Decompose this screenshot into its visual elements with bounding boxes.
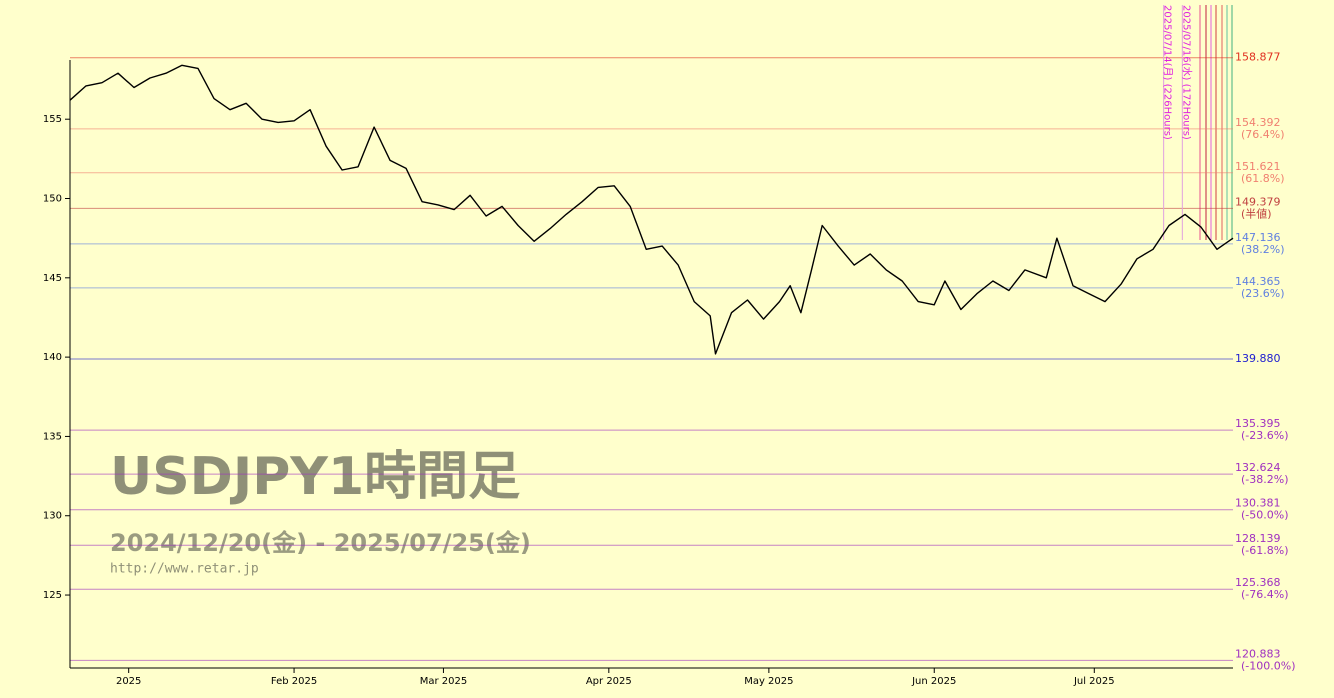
level-label: 151.621 xyxy=(1235,160,1281,173)
level-label: 132.624 xyxy=(1235,461,1281,474)
watermark-title: USDJPY1時間足 xyxy=(110,447,520,507)
x-tick-label: May 2025 xyxy=(744,676,793,687)
level-label: 135.395 xyxy=(1235,417,1281,430)
watermark-subtitle: 2024/12/20(金) - 2025/07/25(金) xyxy=(110,529,531,557)
level-note: (-50.0%) xyxy=(1241,509,1289,522)
level-label: 144.365 xyxy=(1235,275,1281,288)
extra-markers xyxy=(1199,5,1233,240)
x-tick-label: 2025 xyxy=(116,676,141,687)
y-tick-label: 155 xyxy=(43,114,62,125)
level-label: 139.880 xyxy=(1235,352,1281,365)
level-label: 154.392 xyxy=(1235,116,1281,129)
level-note: (-61.8%) xyxy=(1241,544,1289,557)
annotation-text: 2025/07/16(水) (172Hours) xyxy=(1180,5,1192,140)
x-tick-label: Feb 2025 xyxy=(271,676,317,687)
level-label: 149.379 xyxy=(1235,195,1281,208)
level-note: (-23.6%) xyxy=(1241,429,1289,442)
x-tick-label: Jun 2025 xyxy=(911,676,956,687)
y-tick-label: 150 xyxy=(43,194,62,205)
level-note: (半値) xyxy=(1241,206,1272,220)
annotation-text: 2025/07/14(月) (226Hours) xyxy=(1162,5,1174,140)
watermark-url: http://www.retar.jp xyxy=(110,562,259,577)
x-tick-label: Jul 2025 xyxy=(1073,676,1115,687)
level-note: (-100.0%) xyxy=(1241,659,1296,672)
y-tick-label: 135 xyxy=(43,431,62,442)
x-tick-label: Apr 2025 xyxy=(586,676,632,687)
level-note: (-38.2%) xyxy=(1241,473,1289,486)
y-tick-label: 125 xyxy=(43,590,62,601)
level-note: (61.8%) xyxy=(1241,172,1285,185)
level-note: (23.6%) xyxy=(1241,287,1285,300)
y-tick-label: 130 xyxy=(43,511,62,522)
level-note: (76.4%) xyxy=(1241,128,1285,141)
y-tick-label: 145 xyxy=(43,273,62,284)
level-label: 125.368 xyxy=(1235,576,1281,589)
level-label: 147.136 xyxy=(1235,231,1281,244)
level-label: 120.883 xyxy=(1235,647,1281,660)
level-note: (-76.4%) xyxy=(1241,588,1289,601)
price-line xyxy=(69,64,1234,355)
y-tick-label: 140 xyxy=(43,352,62,363)
level-note: (38.2%) xyxy=(1241,243,1285,256)
level-label: 130.381 xyxy=(1235,497,1281,510)
level-label: 128.139 xyxy=(1235,532,1281,545)
level-label: 158.877 xyxy=(1235,51,1281,64)
x-tick-label: Mar 2025 xyxy=(420,676,468,687)
